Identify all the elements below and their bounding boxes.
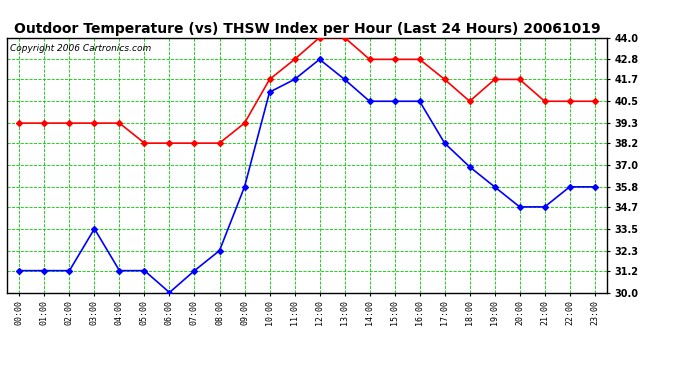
Title: Outdoor Temperature (vs) THSW Index per Hour (Last 24 Hours) 20061019: Outdoor Temperature (vs) THSW Index per … [14,22,600,36]
Text: Copyright 2006 Cartronics.com: Copyright 2006 Cartronics.com [10,44,151,53]
